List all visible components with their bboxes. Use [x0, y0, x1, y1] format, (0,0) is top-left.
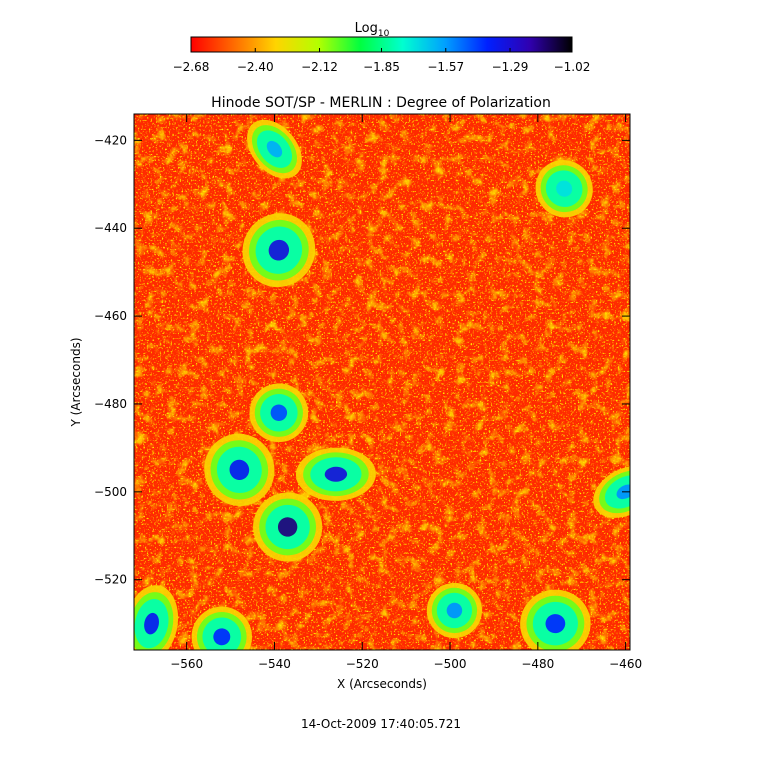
feature-blob [270, 404, 288, 421]
feature-patch [134, 585, 179, 650]
y-tick-label: −440 [94, 221, 127, 235]
colorbar-tick-label: −2.12 [301, 60, 338, 74]
feature-polarization-region [204, 433, 275, 507]
feature-blob [268, 239, 290, 261]
timestamp: 14-Oct-2009 17:40:05.721 [301, 717, 461, 731]
colorbar-tick-label: −1.85 [363, 60, 400, 74]
colorbar-label-main: Log [355, 21, 378, 36]
colorbar-tick-label: −2.68 [173, 60, 210, 74]
feature-blob [324, 466, 348, 482]
y-axis-label: Y (Arcseconds) [69, 337, 83, 427]
feature-polarization-region [249, 383, 309, 443]
feature-blob [229, 459, 250, 480]
y-axis: −420 −440 −460 −480 −500 −520 [94, 133, 630, 587]
colorbar-label-sub: 10 [378, 29, 390, 39]
feature-patch [426, 582, 483, 639]
x-axis: −560 −540 −520 −500 −480 −460 [170, 114, 642, 671]
x-tick-label: −560 [170, 657, 203, 671]
colorbar-tick-label: −1.57 [427, 60, 464, 74]
x-tick-label: −520 [346, 657, 379, 671]
x-tick-label: −500 [434, 657, 467, 671]
feature-polarization-region [295, 447, 376, 501]
feature-patch [520, 589, 591, 650]
feature-strong-polarization-cluster [253, 492, 323, 562]
plot-frame [133, 113, 631, 651]
feature-blob [213, 628, 231, 646]
feature-blob [277, 517, 298, 537]
y-tick-label: −480 [94, 397, 127, 411]
y-tick-label: −460 [94, 309, 127, 323]
colorbar: Log10 −2.68 −2.40 −2.12 −1.85 −1.57 −1.29 −1.0… [173, 21, 591, 74]
colorbar-tick-label: −1.02 [554, 60, 591, 74]
chart-title: Hinode SOT/SP - MERLIN : Degree of Polar… [211, 95, 551, 111]
colorbar-tick-label: −2.40 [237, 60, 274, 74]
feature-blob [266, 140, 283, 158]
feature-blob [144, 612, 159, 635]
colorbar-ticks: −2.68 −2.40 −2.12 −1.85 −1.57 −1.29 −1.02 [173, 48, 591, 74]
feature-filament [247, 119, 302, 179]
colorbar-tick-label: −1.29 [492, 60, 529, 74]
x-tick-label: −480 [521, 657, 554, 671]
x-tick-label: −460 [609, 657, 642, 671]
feature-blob [446, 602, 463, 619]
feature-patch [535, 160, 593, 218]
feature-patch [191, 606, 253, 650]
y-tick-label: −520 [94, 573, 127, 587]
feature-blob [545, 614, 566, 634]
y-tick-label: −420 [94, 133, 127, 147]
plot-area [134, 114, 630, 650]
feature-blob [556, 180, 573, 197]
y-tick-label: −500 [94, 485, 127, 499]
x-axis-label: X (Arcseconds) [337, 677, 427, 691]
x-tick-label: −540 [258, 657, 291, 671]
colorbar-label: Log10 [355, 21, 390, 39]
heatmap-features [134, 119, 630, 650]
feature-filament [242, 213, 316, 288]
